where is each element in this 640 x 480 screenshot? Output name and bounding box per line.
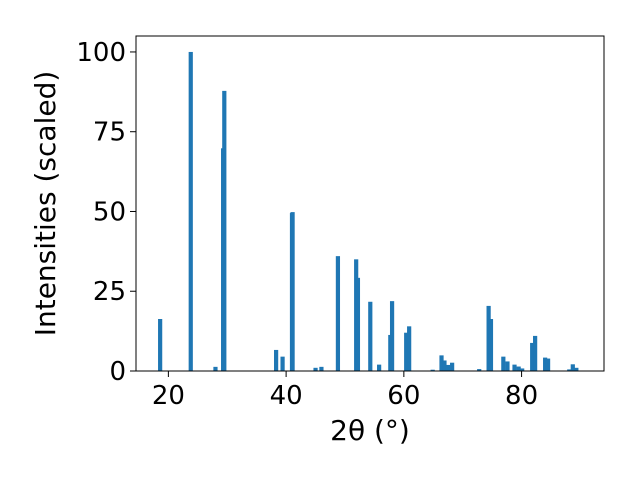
bar	[488, 319, 494, 371]
bar	[355, 277, 361, 371]
bar	[543, 357, 548, 371]
bar	[274, 349, 279, 371]
bar	[313, 367, 318, 371]
bar	[407, 326, 412, 371]
bar	[404, 332, 409, 371]
bar	[188, 51, 193, 371]
y-tick-label: 25	[93, 277, 126, 307]
y-tick-label: 0	[109, 357, 126, 387]
y-tick-label: 75	[93, 118, 126, 148]
y-tick-label: 100	[76, 38, 126, 68]
x-tick-label: 80	[505, 381, 538, 411]
x-tick-label: 40	[270, 381, 303, 411]
bar	[570, 364, 575, 371]
bar	[368, 301, 373, 371]
bar	[222, 90, 227, 371]
bar	[430, 369, 435, 371]
x-tick-label: 20	[152, 381, 185, 411]
bar	[290, 212, 295, 371]
x-tick-label: 60	[387, 381, 420, 411]
bar	[377, 364, 382, 371]
bar	[486, 305, 491, 371]
y-axis-label: Intensities (scaled)	[29, 71, 62, 337]
y-tick-label: 50	[93, 197, 126, 227]
bar	[545, 358, 551, 371]
bar	[516, 366, 521, 371]
bar	[574, 367, 579, 371]
bar	[567, 369, 572, 371]
bar	[442, 360, 447, 371]
y-ticks: 0 25 50 75 100	[76, 38, 136, 387]
bar	[520, 368, 525, 371]
bar	[439, 355, 444, 371]
bars-group	[158, 51, 579, 371]
bar	[512, 364, 517, 371]
bar	[505, 361, 510, 371]
bar	[389, 301, 395, 371]
bar	[530, 342, 535, 371]
bar	[213, 366, 218, 371]
bar	[335, 256, 341, 371]
x-axis-label: 2θ (°)	[330, 414, 410, 447]
bar	[477, 369, 482, 371]
bar	[445, 364, 451, 371]
bar	[533, 335, 538, 371]
x-ticks: 20 40 60 80	[152, 371, 538, 411]
bar	[319, 366, 324, 371]
bar	[501, 356, 506, 371]
bar	[280, 356, 285, 371]
bar	[450, 362, 455, 371]
bar	[158, 319, 163, 371]
plot-frame	[135, 35, 605, 372]
